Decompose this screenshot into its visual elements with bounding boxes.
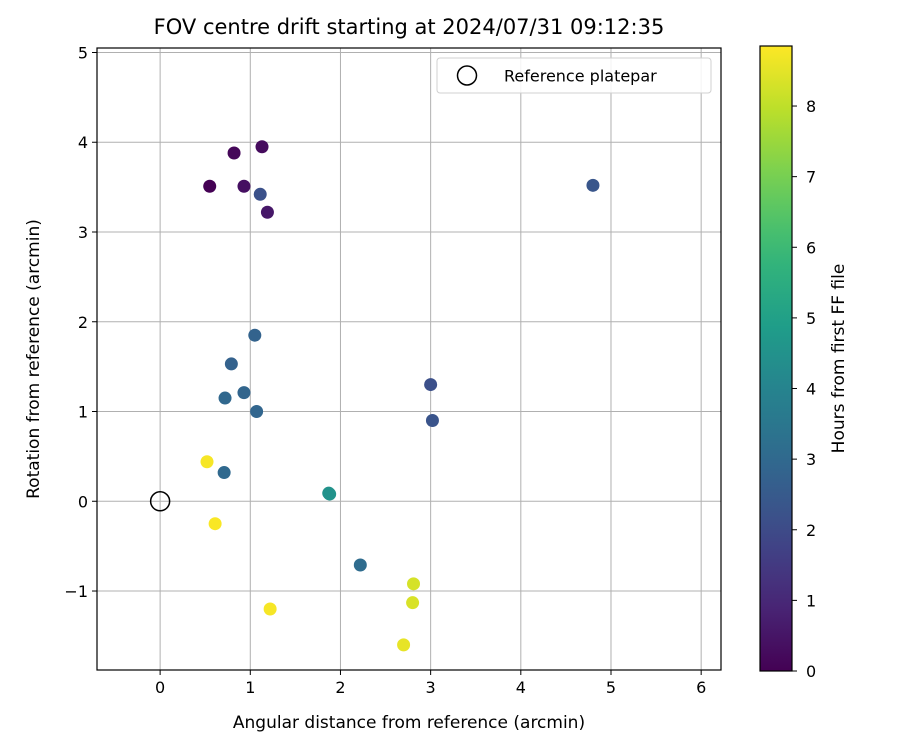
scatter-point xyxy=(224,357,238,371)
x-tick-label: 2 xyxy=(335,678,345,697)
scatter-point xyxy=(424,378,438,392)
colorbar: 0 1 2 3 4 5 6 7 8 Hours from first FF file xyxy=(759,45,849,681)
axes-frame xyxy=(96,47,722,671)
colorbar-tick-label: 7 xyxy=(806,168,816,187)
x-tick-label: 0 xyxy=(155,678,165,697)
y-tick-label: 4 xyxy=(78,133,88,152)
y-tick-label: 5 xyxy=(78,43,88,62)
scatter-point xyxy=(586,178,600,192)
scatter-point xyxy=(353,558,367,572)
reference-platepar-marker xyxy=(149,491,171,512)
scatter-point xyxy=(203,179,217,193)
legend-marker xyxy=(456,65,478,86)
scatter-point xyxy=(237,179,251,193)
plot-area: 0 1 2 3 4 5 6 −1 0 1 2 3 4 5 Angular distance from ref… xyxy=(24,43,722,733)
scatter-point xyxy=(248,328,262,342)
x-axis-label: Angular distance from reference (arcmin) xyxy=(233,713,585,733)
legend-label: Reference platepar xyxy=(504,67,657,86)
colorbar-tick-label: 5 xyxy=(806,309,816,328)
y-tick-label: 2 xyxy=(78,313,88,332)
colorbar-tick-label: 0 xyxy=(806,662,816,681)
colorbar-tick-label: 8 xyxy=(806,97,816,116)
colorbar-tick-label: 4 xyxy=(806,380,816,399)
scatter-point xyxy=(260,205,274,219)
chart-title: FOV centre drift starting at 2024/07/31 … xyxy=(154,15,665,39)
scatter-point xyxy=(425,413,439,427)
scatter-point xyxy=(263,602,277,616)
colorbar-tick-label: 3 xyxy=(806,450,816,469)
scatter-point xyxy=(200,455,214,469)
colorbar-label: Hours from first FF file xyxy=(829,264,849,454)
y-tick-label: −1 xyxy=(64,582,88,601)
scatter-point xyxy=(208,517,222,531)
scatter-point xyxy=(406,596,420,610)
x-tick-label: 5 xyxy=(606,678,616,697)
colorbar-tick-label: 6 xyxy=(806,238,816,257)
scatter-point xyxy=(237,386,251,400)
x-tick-label: 6 xyxy=(696,678,706,697)
colorbar-tick-label: 2 xyxy=(806,521,816,540)
scatter-point xyxy=(227,146,241,160)
colorbar-tick-label: 1 xyxy=(806,591,816,610)
y-tick-label: 3 xyxy=(78,223,88,242)
y-axis-label: Rotation from reference (arcmin) xyxy=(24,219,44,499)
x-tick-label: 4 xyxy=(516,678,526,697)
scatter-point xyxy=(322,486,336,500)
y-tick-label: 1 xyxy=(78,403,88,422)
x-tick-label: 3 xyxy=(426,678,436,697)
colorbar-gradient xyxy=(759,45,793,672)
scatter-point xyxy=(250,405,264,419)
scatter-point xyxy=(218,391,232,405)
legend-box xyxy=(436,57,712,94)
scatter-point xyxy=(253,187,267,201)
scatter-point xyxy=(217,466,231,480)
scatter-point xyxy=(255,140,269,154)
legend: Reference platepar xyxy=(436,57,712,94)
x-tick-label: 1 xyxy=(245,678,255,697)
scatter-point xyxy=(407,577,421,591)
scatter-point xyxy=(397,638,411,652)
y-tick-label: 0 xyxy=(78,492,88,511)
